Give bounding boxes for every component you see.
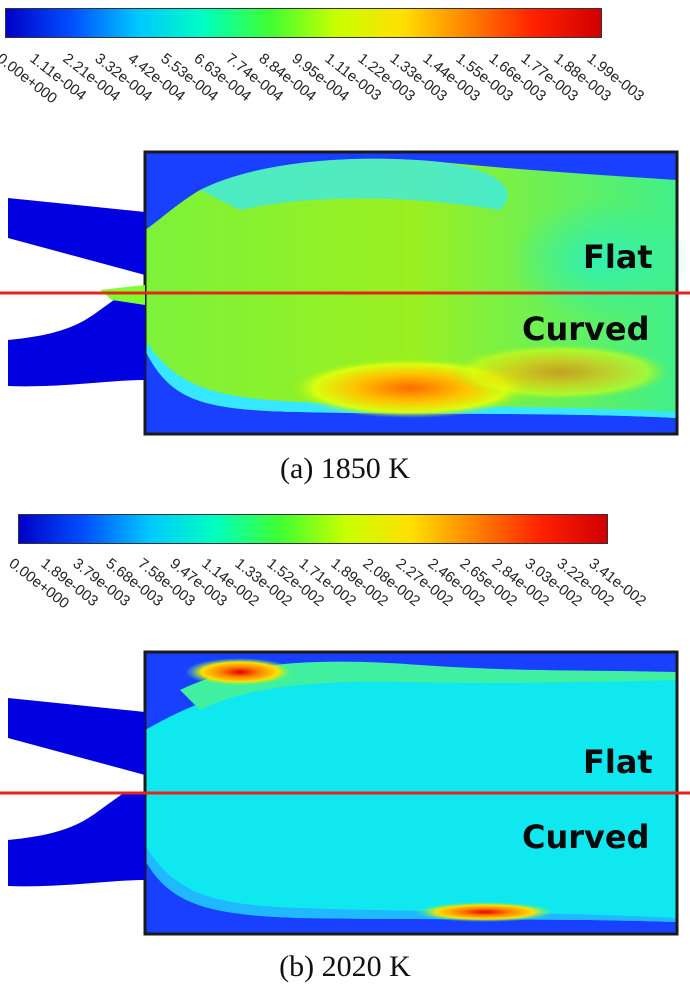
inlet-lower-a — [8, 292, 145, 387]
mixing-zone-top-a — [200, 158, 508, 210]
cool-core-a — [510, 200, 690, 320]
contour-field-a — [0, 150, 690, 436]
caption-a: (a) 1850 K — [280, 452, 410, 485]
inlet-lower-b — [8, 792, 145, 887]
panel-b: 0.00e+000 1.89e-003 3.79e-003 5.68e-003 7.58… — [0, 500, 690, 997]
label-flat-b: Flat — [583, 743, 653, 781]
hot-zone-a2 — [450, 344, 670, 400]
panel-a: 0.00e+000 1.11e-004 2.21e-004 3.32e-004 4.42… — [0, 0, 690, 485]
hot-zone-bottom-b — [415, 902, 555, 922]
inlet-gap-upper-b — [8, 738, 125, 792]
cold-zone-top-a — [145, 152, 677, 230]
mixing-zone-top-b — [180, 661, 677, 710]
label-flat-a: Flat — [583, 238, 653, 276]
cold-zone-bottom-a — [145, 350, 677, 434]
label-curved-b: Curved — [522, 818, 650, 856]
inlet-gap-upper-a — [8, 238, 125, 292]
colorbar-b — [18, 514, 608, 544]
caption-b: (b) 2020 K — [279, 950, 411, 983]
colorbar-ticks-b: 0.00e+000 1.89e-003 3.79e-003 5.68e-003 7.58… — [0, 500, 690, 650]
contour-field-b — [0, 650, 690, 936]
colorbar-ticks-a: 0.00e+000 1.11e-004 2.21e-004 3.32e-004 4.42… — [0, 0, 690, 150]
inlet-upper-b — [8, 698, 145, 775]
jet-core-a — [100, 285, 145, 305]
mixing-zone-bottom-a — [145, 340, 677, 418]
cold-zone-bottom-b — [145, 860, 677, 934]
hot-zone-top-b — [185, 658, 295, 686]
inlet-upper-a — [8, 198, 145, 275]
colorbar-a — [5, 8, 602, 38]
label-curved-a: Curved — [522, 310, 650, 348]
